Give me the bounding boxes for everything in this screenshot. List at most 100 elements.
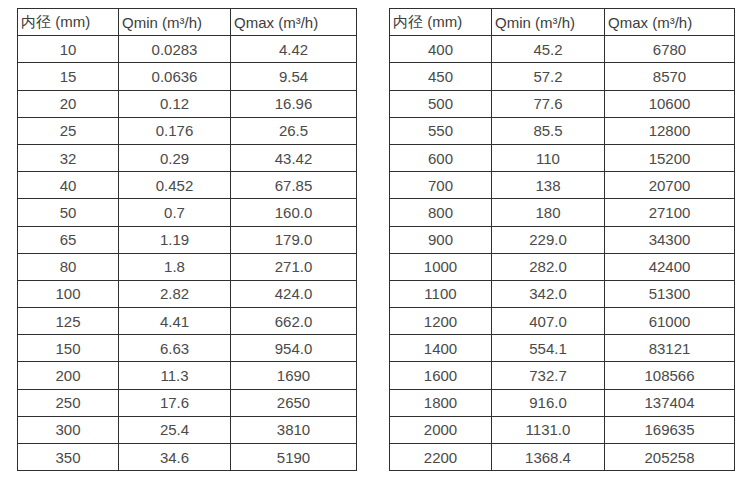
cell-diameter: 32 xyxy=(18,144,119,171)
cell-qmin: 1368.4 xyxy=(492,444,605,471)
cell-diameter: 900 xyxy=(390,226,492,253)
cell-qmax: 83121 xyxy=(605,335,735,362)
cell-diameter: 25 xyxy=(18,117,119,144)
cell-qmin: 180 xyxy=(492,199,605,226)
cell-diameter: 250 xyxy=(18,389,119,416)
table-row: 1600732.7108566 xyxy=(390,362,735,389)
cell-diameter: 150 xyxy=(18,335,119,362)
cell-diameter: 550 xyxy=(390,117,492,144)
cell-diameter: 15 xyxy=(18,63,119,90)
table-row: 1000282.042400 xyxy=(390,253,735,280)
cell-qmin: 229.0 xyxy=(492,226,605,253)
cell-qmax: 34300 xyxy=(605,226,735,253)
column-header-diameter: 内径 (mm) xyxy=(390,9,492,36)
cell-diameter: 1800 xyxy=(390,389,492,416)
cell-qmax: 51300 xyxy=(605,280,735,307)
cell-qmin: 554.1 xyxy=(492,335,605,362)
cell-qmax: 16.96 xyxy=(231,90,357,117)
cell-qmin: 916.0 xyxy=(492,389,605,416)
table-row: 1100342.051300 xyxy=(390,280,735,307)
cell-qmax: 12800 xyxy=(605,117,735,144)
table-row: 651.19179.0 xyxy=(18,226,357,253)
cell-qmax: 20700 xyxy=(605,172,735,199)
cell-qmin: 2.82 xyxy=(119,280,231,307)
table-row: 1200407.061000 xyxy=(390,308,735,335)
table-row: 1400554.183121 xyxy=(390,335,735,362)
table-row: 35034.65190 xyxy=(18,444,357,471)
tables-container: 内径 (mm)Qmin (m³/h)Qmax (m³/h) 100.02834.… xyxy=(17,8,735,471)
table-header-row: 内径 (mm)Qmin (m³/h)Qmax (m³/h) xyxy=(18,9,357,36)
cell-diameter: 1000 xyxy=(390,253,492,280)
table-row: 内径 (mm)Qmin (m³/h)Qmax (m³/h) xyxy=(390,9,735,36)
cell-diameter: 50 xyxy=(18,199,119,226)
table-row: 320.2943.42 xyxy=(18,144,357,171)
cell-qmax: 1690 xyxy=(231,362,357,389)
table-body: 100.02834.42150.06369.54200.1216.96250.1… xyxy=(18,36,357,471)
cell-qmin: 57.2 xyxy=(492,63,605,90)
table-row: 1002.82424.0 xyxy=(18,280,357,307)
table-row: 200.1216.96 xyxy=(18,90,357,117)
cell-qmax: 43.42 xyxy=(231,144,357,171)
table-row: 80018027100 xyxy=(390,199,735,226)
cell-qmin: 6.63 xyxy=(119,335,231,362)
cell-qmax: 6780 xyxy=(605,36,735,63)
table-row: 60011015200 xyxy=(390,144,735,171)
cell-diameter: 2200 xyxy=(390,444,492,471)
cell-qmin: 77.6 xyxy=(492,90,605,117)
cell-diameter: 200 xyxy=(18,362,119,389)
cell-qmax: 15200 xyxy=(605,144,735,171)
table-row: 1254.41662.0 xyxy=(18,308,357,335)
cell-qmin: 732.7 xyxy=(492,362,605,389)
cell-qmax: 108566 xyxy=(605,362,735,389)
cell-diameter: 600 xyxy=(390,144,492,171)
cell-qmin: 45.2 xyxy=(492,36,605,63)
table-row: 内径 (mm)Qmin (m³/h)Qmax (m³/h) xyxy=(18,9,357,36)
cell-qmax: 61000 xyxy=(605,308,735,335)
column-header-qmin: Qmin (m³/h) xyxy=(119,9,231,36)
cell-diameter: 125 xyxy=(18,308,119,335)
cell-qmax: 179.0 xyxy=(231,226,357,253)
table-row: 801.8271.0 xyxy=(18,253,357,280)
cell-qmin: 0.12 xyxy=(119,90,231,117)
cell-diameter: 800 xyxy=(390,199,492,226)
cell-diameter: 450 xyxy=(390,63,492,90)
table-row: 500.7160.0 xyxy=(18,199,357,226)
table-row: 22001368.4205258 xyxy=(390,444,735,471)
cell-diameter: 40 xyxy=(18,172,119,199)
cell-qmin: 110 xyxy=(492,144,605,171)
table-row: 30025.43810 xyxy=(18,416,357,443)
cell-qmax: 5190 xyxy=(231,444,357,471)
cell-qmax: 205258 xyxy=(605,444,735,471)
table-row: 100.02834.42 xyxy=(18,36,357,63)
cell-qmin: 342.0 xyxy=(492,280,605,307)
cell-diameter: 500 xyxy=(390,90,492,117)
table-row: 250.17626.5 xyxy=(18,117,357,144)
table-row: 20001131.0169635 xyxy=(390,416,735,443)
cell-diameter: 1400 xyxy=(390,335,492,362)
cell-qmax: 271.0 xyxy=(231,253,357,280)
table-row: 150.06369.54 xyxy=(18,63,357,90)
cell-qmin: 17.6 xyxy=(119,389,231,416)
cell-qmin: 11.3 xyxy=(119,362,231,389)
table-header-row: 内径 (mm)Qmin (m³/h)Qmax (m³/h) xyxy=(390,9,735,36)
cell-qmin: 282.0 xyxy=(492,253,605,280)
cell-qmax: 8570 xyxy=(605,63,735,90)
table-row: 50077.610600 xyxy=(390,90,735,117)
cell-diameter: 1100 xyxy=(390,280,492,307)
cell-diameter: 100 xyxy=(18,280,119,307)
cell-qmax: 2650 xyxy=(231,389,357,416)
table-row: 40045.26780 xyxy=(390,36,735,63)
cell-qmin: 1.8 xyxy=(119,253,231,280)
cell-qmin: 85.5 xyxy=(492,117,605,144)
table-row: 1506.63954.0 xyxy=(18,335,357,362)
cell-diameter: 10 xyxy=(18,36,119,63)
cell-qmin: 25.4 xyxy=(119,416,231,443)
table-row: 45057.28570 xyxy=(390,63,735,90)
cell-qmin: 0.176 xyxy=(119,117,231,144)
cell-qmax: 3810 xyxy=(231,416,357,443)
cell-qmax: 10600 xyxy=(605,90,735,117)
cell-diameter: 700 xyxy=(390,172,492,199)
cell-qmin: 34.6 xyxy=(119,444,231,471)
cell-qmin: 0.29 xyxy=(119,144,231,171)
cell-qmin: 1131.0 xyxy=(492,416,605,443)
